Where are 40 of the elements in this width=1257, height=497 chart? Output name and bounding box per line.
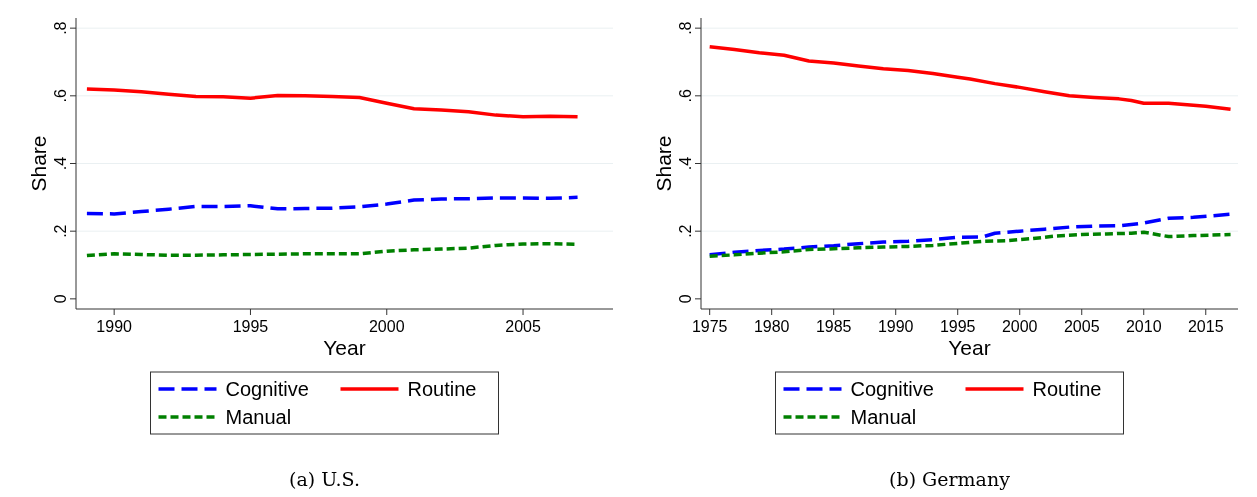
y-tick-label: 0 [677, 294, 694, 304]
x-tick-label: 1980 [753, 318, 790, 335]
legend-label: Cognitive [850, 378, 934, 400]
x-tick-label: 2000 [368, 318, 405, 335]
x-tick-label: 1990 [877, 318, 914, 335]
y-tick-label: .6 [52, 89, 69, 103]
x-tick-label: 2010 [1125, 318, 1162, 335]
legend-label: Manual [850, 406, 917, 428]
legend-label: Routine [1032, 378, 1102, 400]
y-tick-label: .4 [52, 156, 69, 171]
x-tick-label: 1990 [96, 318, 133, 335]
y-tick-label: .2 [677, 224, 694, 238]
text: (b) Germany [889, 468, 1011, 490]
line-series [707, 230, 1233, 258]
x-tick-label: 2015 [1187, 318, 1224, 335]
x-tick-label: 1975 [691, 318, 728, 335]
y-tick-label: .8 [677, 21, 694, 35]
x-tick-label: 2005 [1063, 318, 1100, 335]
x-tick-label: 1995 [939, 318, 976, 335]
line-series [85, 195, 580, 216]
line-series [707, 45, 1233, 112]
text: (a) U.S. [289, 468, 360, 490]
y-axis-title: Share [652, 135, 675, 192]
x-axis-title: Year [323, 336, 366, 359]
y-tick-label: 0 [52, 294, 69, 304]
y-tick-label: .4 [677, 156, 694, 171]
legend-label: Manual [225, 406, 292, 428]
x-tick-label: 1985 [815, 318, 852, 335]
x-tick-label: 1995 [232, 318, 269, 335]
y-axis-title: Share [27, 135, 50, 192]
legend-label: Routine [407, 378, 477, 400]
line-series [85, 87, 580, 119]
line-series [707, 212, 1233, 257]
legend-label: Cognitive [225, 378, 309, 400]
x-tick-label: 2005 [505, 318, 541, 335]
y-tick-label: .6 [677, 89, 694, 103]
y-tick-label: .8 [52, 21, 69, 35]
x-tick-label: 2000 [1001, 318, 1038, 335]
y-tick-label: .2 [52, 224, 69, 238]
x-axis-title: Year [948, 336, 991, 359]
